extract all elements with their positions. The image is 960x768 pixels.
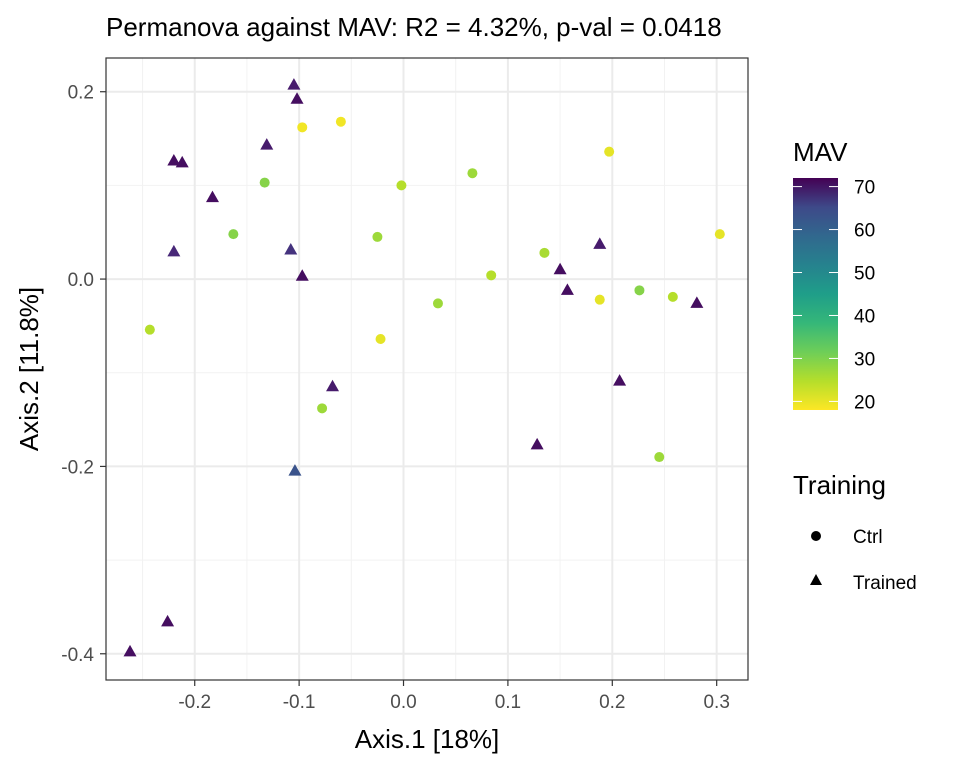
legend-circle-icon: [811, 531, 821, 541]
x-tick-label: -0.1: [283, 692, 316, 713]
y-tick-label: 0.2: [68, 83, 94, 104]
colorbar-tick-label: 20: [854, 392, 875, 413]
x-axis-ticks: -0.2 -0.1 0.0 0.1 0.2 0.3: [178, 680, 730, 713]
ctrl-point: [634, 285, 645, 296]
ctrl-point: [432, 298, 443, 309]
x-tick-label: 0.2: [599, 692, 625, 713]
legend-label-ctrl: Ctrl: [853, 527, 883, 548]
trained-point: [290, 92, 304, 104]
x-tick-label: 0.0: [390, 692, 416, 713]
trained-point: [175, 155, 189, 168]
colorbar-ticks: 70 60 50 40 30 20: [793, 178, 875, 413]
y-tick-label: -0.2: [61, 457, 94, 478]
ctrl-point: [144, 324, 155, 335]
y-axis-title: Axis.2 [11.8%]: [14, 287, 44, 451]
y-tick-label: -0.4: [61, 645, 94, 666]
trained-point: [123, 644, 137, 657]
ctrl-point: [297, 122, 308, 133]
plot-border: [105, 57, 749, 681]
ctrl-point: [317, 403, 328, 414]
colorbar-tick-label: 60: [854, 221, 875, 242]
trained-point: [167, 244, 181, 257]
color-legend-title: MAV: [793, 137, 848, 167]
trained-point: [161, 614, 175, 627]
ctrl-point: [714, 229, 725, 240]
colorbar-tick-label: 30: [854, 349, 875, 370]
trained-point: [530, 437, 544, 450]
ctrl-point: [667, 291, 678, 302]
x-axis-title: Axis.1 [18%]: [355, 724, 500, 754]
ctrl-point: [604, 146, 615, 157]
ctrl-point: [372, 231, 383, 242]
x-tick-label: 0.3: [703, 692, 729, 713]
trained-point: [690, 296, 704, 308]
shape-legend: Training Ctrl Trained: [793, 470, 917, 594]
trained-point: [613, 374, 627, 386]
ctrl-point: [335, 116, 346, 127]
colorbar: [793, 178, 838, 410]
trained-point: [287, 78, 301, 90]
ctrl-point: [396, 180, 407, 191]
trained-point: [260, 138, 274, 150]
ctrl-point: [259, 177, 270, 188]
color-legend: MAV 70 60 50 40 30 20: [793, 137, 875, 413]
ctrl-point: [539, 247, 550, 258]
y-axis-ticks: 0.2 0.0 -0.2 -0.4: [61, 83, 106, 666]
ctrl-point: [594, 294, 605, 305]
x-tick-label: -0.2: [178, 692, 211, 713]
colorbar-tick-label: 70: [854, 178, 875, 199]
colorbar-tick-label: 40: [854, 306, 875, 327]
trained-point: [288, 464, 302, 476]
y-tick-label: 0.0: [68, 270, 94, 291]
colorbar-tick-label: 50: [854, 264, 875, 285]
legend-triangle-icon: [810, 574, 822, 585]
grid-lines: [106, 58, 748, 680]
ctrl-point: [228, 229, 239, 240]
shape-legend-title: Training: [793, 470, 886, 500]
trained-point: [560, 283, 574, 295]
trained-point: [284, 243, 298, 255]
trained-point: [205, 190, 219, 203]
trained-point: [167, 154, 181, 166]
trained-point: [593, 237, 607, 249]
chart-title: Permanova against MAV: R2 = 4.32%, p-val…: [106, 12, 722, 42]
trained-point: [553, 262, 567, 275]
x-tick-label: 0.1: [495, 692, 521, 713]
ctrl-point: [375, 334, 386, 345]
ctrl-point: [486, 270, 497, 281]
data-points: [123, 78, 725, 657]
legend-label-trained: Trained: [853, 573, 917, 594]
plot-panel: [106, 58, 748, 680]
trained-point: [326, 379, 340, 392]
ctrl-point: [467, 168, 478, 179]
trained-point: [295, 269, 309, 281]
ctrl-point: [654, 452, 665, 463]
